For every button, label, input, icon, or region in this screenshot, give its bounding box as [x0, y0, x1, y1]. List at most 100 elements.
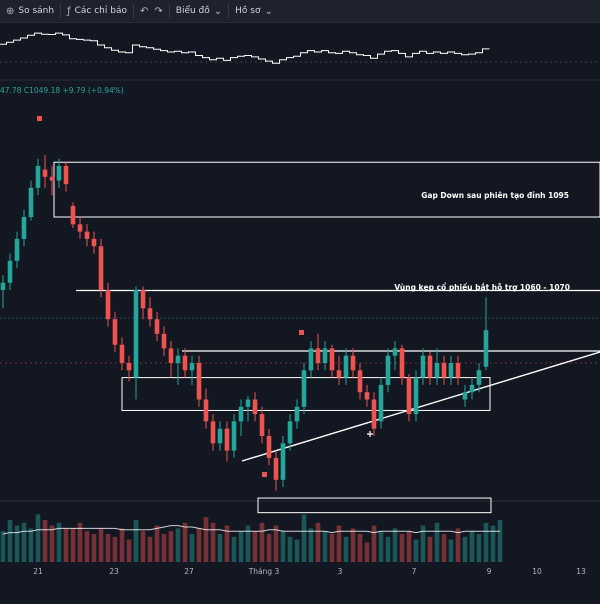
compare-line-pane [0, 32, 490, 64]
candle-body [301, 370, 307, 407]
indicators-button[interactable]: ƒ Các chỉ báo [61, 0, 133, 22]
compare-button[interactable]: ⊕ So sánh [0, 0, 60, 22]
chart-markers [37, 116, 373, 477]
volume-bar [483, 522, 489, 562]
candle-body [105, 290, 111, 320]
annotation-zones[interactable] [53, 161, 600, 514]
volume-bar [182, 522, 188, 562]
candle-body [56, 165, 62, 181]
candle-body [119, 344, 125, 363]
profile-button[interactable]: Hồ sơ ⌄ [229, 0, 279, 22]
volume-bar [490, 525, 496, 562]
volume-bar [63, 528, 69, 562]
volume-bar [154, 525, 160, 562]
volume-bar [224, 525, 230, 562]
time-axis-label: 27 [184, 567, 194, 576]
candle-body [35, 165, 41, 188]
toolbar-divider [132, 4, 134, 18]
volume-bar [392, 528, 398, 562]
volume-bar [364, 542, 370, 562]
candle-body [448, 363, 454, 378]
candle-body [63, 165, 69, 185]
chart-background [0, 61, 600, 502]
candle-body [161, 333, 167, 349]
toolbar-divider [168, 4, 170, 18]
time-axis-label: 21 [33, 567, 43, 576]
compare-line [0, 32, 490, 64]
candle-body [483, 330, 489, 367]
volume-bar [0, 531, 6, 562]
candle-body [259, 414, 265, 436]
volume-bar [231, 536, 237, 562]
candle-body [126, 363, 132, 371]
candle-body [343, 355, 349, 378]
volume-bar [42, 520, 48, 562]
volume-bar [336, 525, 342, 562]
candle-body [189, 363, 195, 371]
volume-bar [252, 531, 258, 562]
ascending-trendline [241, 351, 600, 462]
candle-body [175, 355, 181, 363]
redo-button[interactable]: ↷ [154, 0, 168, 22]
bottom-box [257, 497, 492, 514]
volume-bar [56, 522, 62, 562]
volume-bar [322, 531, 328, 562]
volume-bar [105, 534, 111, 562]
volume-bar [455, 528, 461, 562]
candle-body [224, 428, 230, 451]
chart-type-button[interactable]: Biểu đồ ⌄ [170, 0, 228, 22]
time-axis-label: 13 [576, 567, 586, 576]
price-chart[interactable]: Gap Down sau phiên tạo đỉnh 1095 Vùng kẹ… [0, 22, 600, 600]
chart-type-label: Biểu đồ [175, 6, 210, 16]
gap-down-box [53, 161, 600, 218]
candle-body [462, 392, 468, 400]
volume-ma-line [2, 525, 500, 535]
volume-bar [203, 517, 209, 562]
time-axis-label: 3 [338, 567, 343, 576]
gap-down-label: Gap Down sau phiên tạo đỉnh 1095 [421, 191, 569, 200]
candle-body [287, 421, 293, 444]
candle-body [28, 187, 34, 217]
volume-bar [287, 536, 293, 562]
candle-body [273, 457, 279, 480]
support-zone-label: Vùng kẹp cổ phiếu bắt hỗ trợ 1060 - 1070 [394, 283, 570, 292]
volume-bar [196, 528, 202, 562]
candle-body [441, 363, 447, 378]
volume-bar [308, 528, 314, 562]
candle-body [476, 370, 482, 385]
volume-bar [385, 536, 391, 562]
candle-body [399, 348, 405, 378]
candle-body [315, 348, 321, 363]
volume-bar [378, 531, 384, 562]
candle-body [84, 231, 90, 239]
volume-bar [175, 528, 181, 562]
candle-body [252, 399, 258, 415]
candle-body [42, 169, 48, 177]
time-axis-label: 23 [109, 567, 119, 576]
candle-body [336, 370, 342, 378]
signal-marker [299, 330, 304, 335]
volume-bar [77, 522, 83, 562]
volume-bar [49, 525, 55, 562]
volume-bar [14, 525, 20, 562]
undo-button[interactable]: ↶ [134, 0, 154, 22]
volume-bar [462, 536, 468, 562]
volume-bar [420, 525, 426, 562]
volume-bar [147, 536, 153, 562]
volume-bar [399, 534, 405, 562]
volume-bar [133, 520, 139, 562]
candle-body [378, 384, 384, 422]
chart-area[interactable]: Gap Down sau phiên tạo đỉnh 1095 Vùng kẹ… [0, 22, 600, 600]
candle-body [133, 290, 139, 378]
volume-series [0, 514, 503, 562]
candle-body [308, 348, 314, 371]
volume-bar [168, 531, 174, 562]
candle-body [371, 399, 377, 429]
candle-body [217, 428, 223, 444]
volume-bar [126, 539, 132, 562]
time-axis-label: 10 [532, 567, 542, 576]
candle-body [7, 260, 13, 283]
candle-body [364, 392, 370, 400]
candle-body [392, 348, 398, 356]
chevron-down-icon: ⌄ [213, 5, 223, 17]
